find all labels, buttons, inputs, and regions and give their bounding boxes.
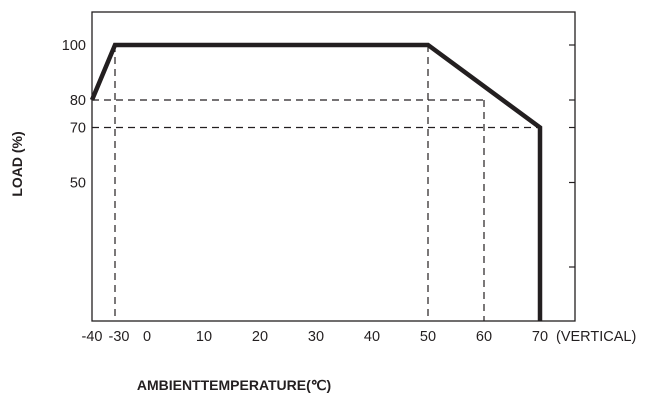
x-axis: -40 -30 0 10 20 30 40 50 60 70 <box>82 329 549 345</box>
x-tick-label: 60 <box>476 329 492 345</box>
x-tick-label: 30 <box>308 329 324 345</box>
y-axis-title: LOAD (%) <box>9 131 25 196</box>
y-axis: 50 70 80 100 <box>62 38 575 268</box>
x-axis-title: AMBIENTTEMPERATURE(℃) <box>137 377 331 393</box>
series-line <box>89 42 543 321</box>
x-tick-label: 0 <box>143 329 151 345</box>
x-tick-label: 40 <box>364 329 380 345</box>
y-tick-label: 50 <box>70 176 86 192</box>
x-tick-label: 10 <box>196 329 212 345</box>
x-tick-label: 50 <box>420 329 436 345</box>
series-group <box>89 42 543 321</box>
x-tick-label: -30 <box>109 329 130 345</box>
x-axis-suffix: (VERTICAL) <box>556 329 636 345</box>
x-tick-label: -40 <box>82 329 103 345</box>
reference-lines <box>92 45 540 321</box>
x-tick-label: 70 <box>532 329 548 345</box>
x-tick-label: 20 <box>252 329 268 345</box>
plot-frame <box>91 11 576 322</box>
y-tick-label: 70 <box>70 121 86 137</box>
y-tick-label: 100 <box>62 38 86 54</box>
y-tick-label: 80 <box>70 93 86 109</box>
